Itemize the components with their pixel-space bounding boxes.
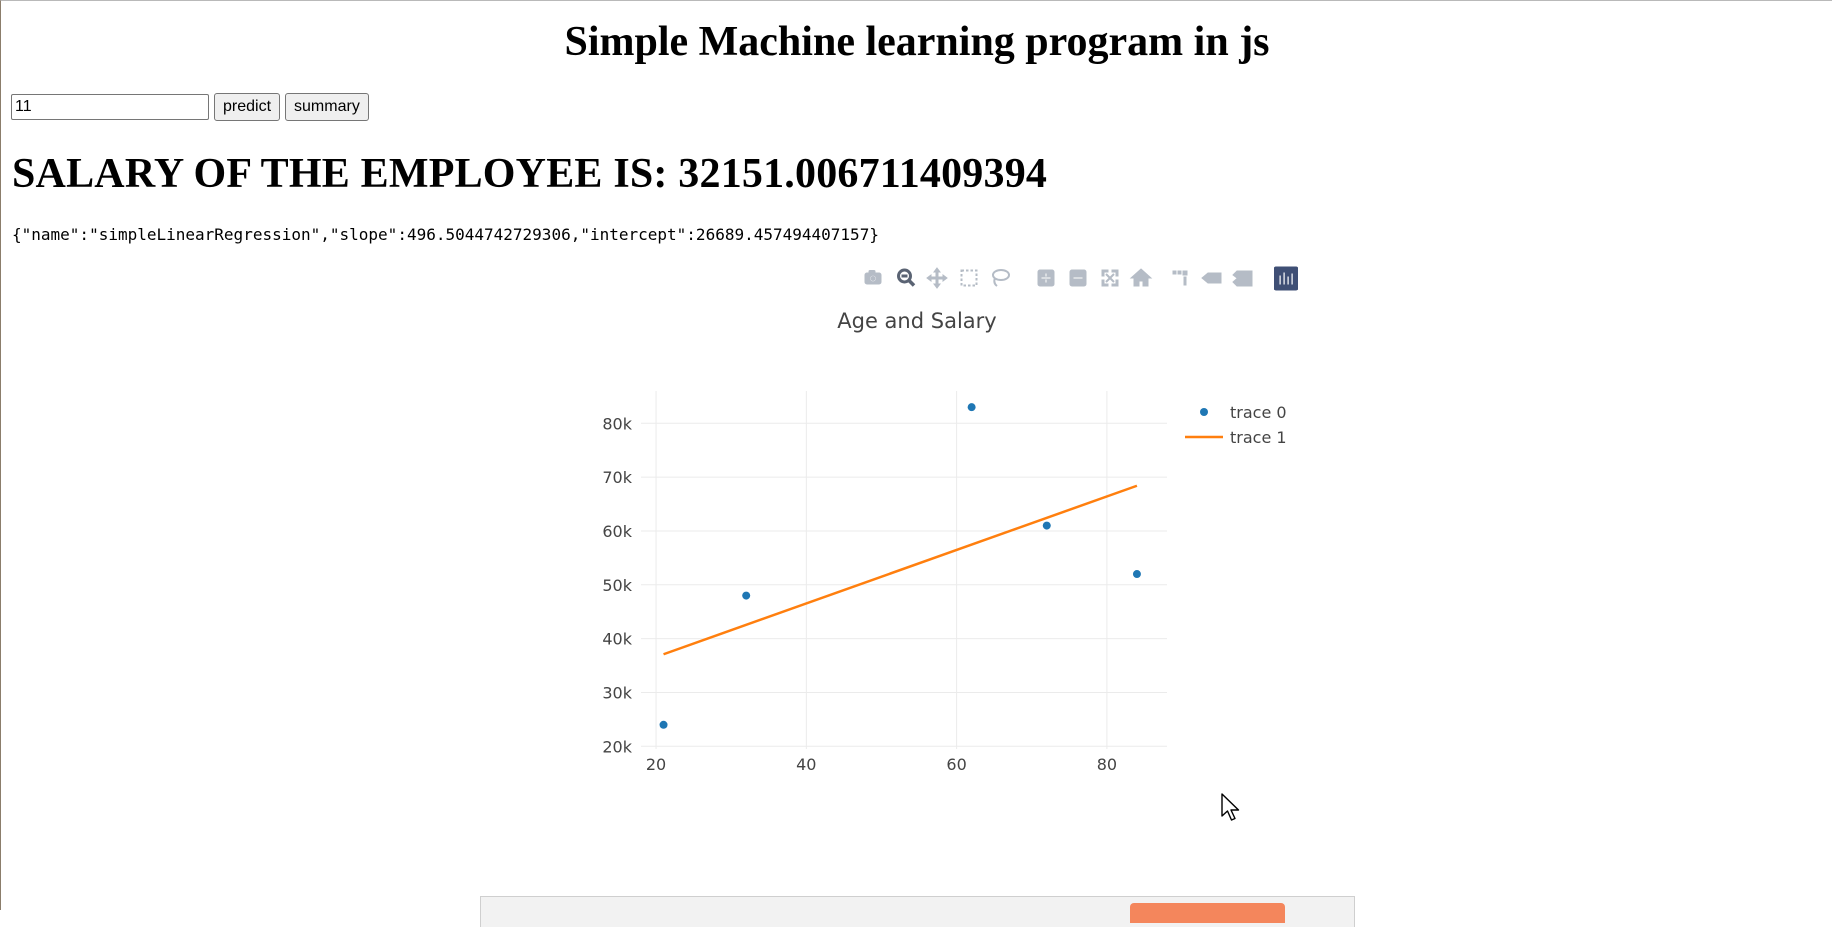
chart-legend[interactable]: trace 0 trace 1	[1185, 403, 1287, 447]
legend-marker-swatch	[1200, 408, 1208, 416]
data-point[interactable]	[1042, 521, 1051, 530]
lasso-select-icon[interactable]	[988, 265, 1012, 291]
x-tick-label: 60	[946, 755, 966, 774]
mouse-cursor-icon	[1221, 793, 1240, 821]
y-tick-label: 50k	[602, 576, 632, 595]
pan-icon[interactable]	[925, 265, 949, 291]
age-input[interactable]	[11, 94, 209, 120]
y-tick-label: 70k	[602, 468, 632, 487]
reset-axes-icon[interactable]	[1129, 265, 1153, 291]
zoom-icon[interactable]	[894, 265, 918, 291]
input-controls: predict summary	[11, 93, 369, 121]
zoom-out-icon[interactable]	[1066, 265, 1090, 291]
spike-lines-icon[interactable]	[1168, 265, 1192, 291]
y-tick-label: 80k	[602, 414, 632, 433]
model-summary-json: {"name":"simpleLinearRegression","slope"…	[12, 225, 879, 244]
bottom-panel-accent-button[interactable]	[1130, 903, 1285, 923]
autoscale-icon[interactable]	[1098, 265, 1122, 291]
chart-title: Age and Salary	[837, 309, 996, 333]
data-point[interactable]	[742, 591, 751, 600]
box-select-icon[interactable]	[957, 265, 981, 291]
download-plot-icon[interactable]	[861, 265, 885, 291]
legend-item[interactable]: trace 0	[1200, 403, 1287, 422]
data-point[interactable]	[967, 403, 976, 412]
bottom-panel	[480, 896, 1355, 927]
axis-ticks: 20 40 60 80 20k 30k 40k 50k 60k 70k 80k	[602, 414, 1117, 774]
regression-line[interactable]	[663, 484, 1138, 656]
chart-grid	[641, 391, 1167, 749]
legend-label: trace 1	[1230, 428, 1287, 447]
predict-button[interactable]: predict	[214, 93, 281, 121]
plotly-logo-icon[interactable]	[1274, 265, 1298, 291]
y-tick-label: 60k	[602, 522, 632, 541]
x-tick-label: 80	[1097, 755, 1117, 774]
legend-label: trace 0	[1230, 403, 1287, 422]
y-tick-label: 20k	[602, 737, 632, 756]
x-tick-label: 40	[796, 755, 816, 774]
summary-button[interactable]: summary	[285, 93, 369, 121]
x-tick-label: 20	[646, 755, 666, 774]
zoom-in-icon[interactable]	[1034, 265, 1058, 291]
legend-item[interactable]: trace 1	[1185, 428, 1287, 447]
data-point[interactable]	[1132, 570, 1141, 579]
data-point[interactable]	[659, 720, 668, 729]
chart-data-layer[interactable]	[659, 403, 1141, 729]
hover-compare-icon[interactable]	[1230, 265, 1254, 291]
y-tick-label: 30k	[602, 683, 632, 702]
salary-result-heading: SALARY OF THE EMPLOYEE IS: 32151.0067114…	[12, 151, 1048, 197]
y-tick-label: 40k	[602, 630, 632, 649]
page-title: Simple Machine learning program in js	[564, 19, 1270, 65]
hover-closest-icon[interactable]	[1199, 265, 1223, 291]
